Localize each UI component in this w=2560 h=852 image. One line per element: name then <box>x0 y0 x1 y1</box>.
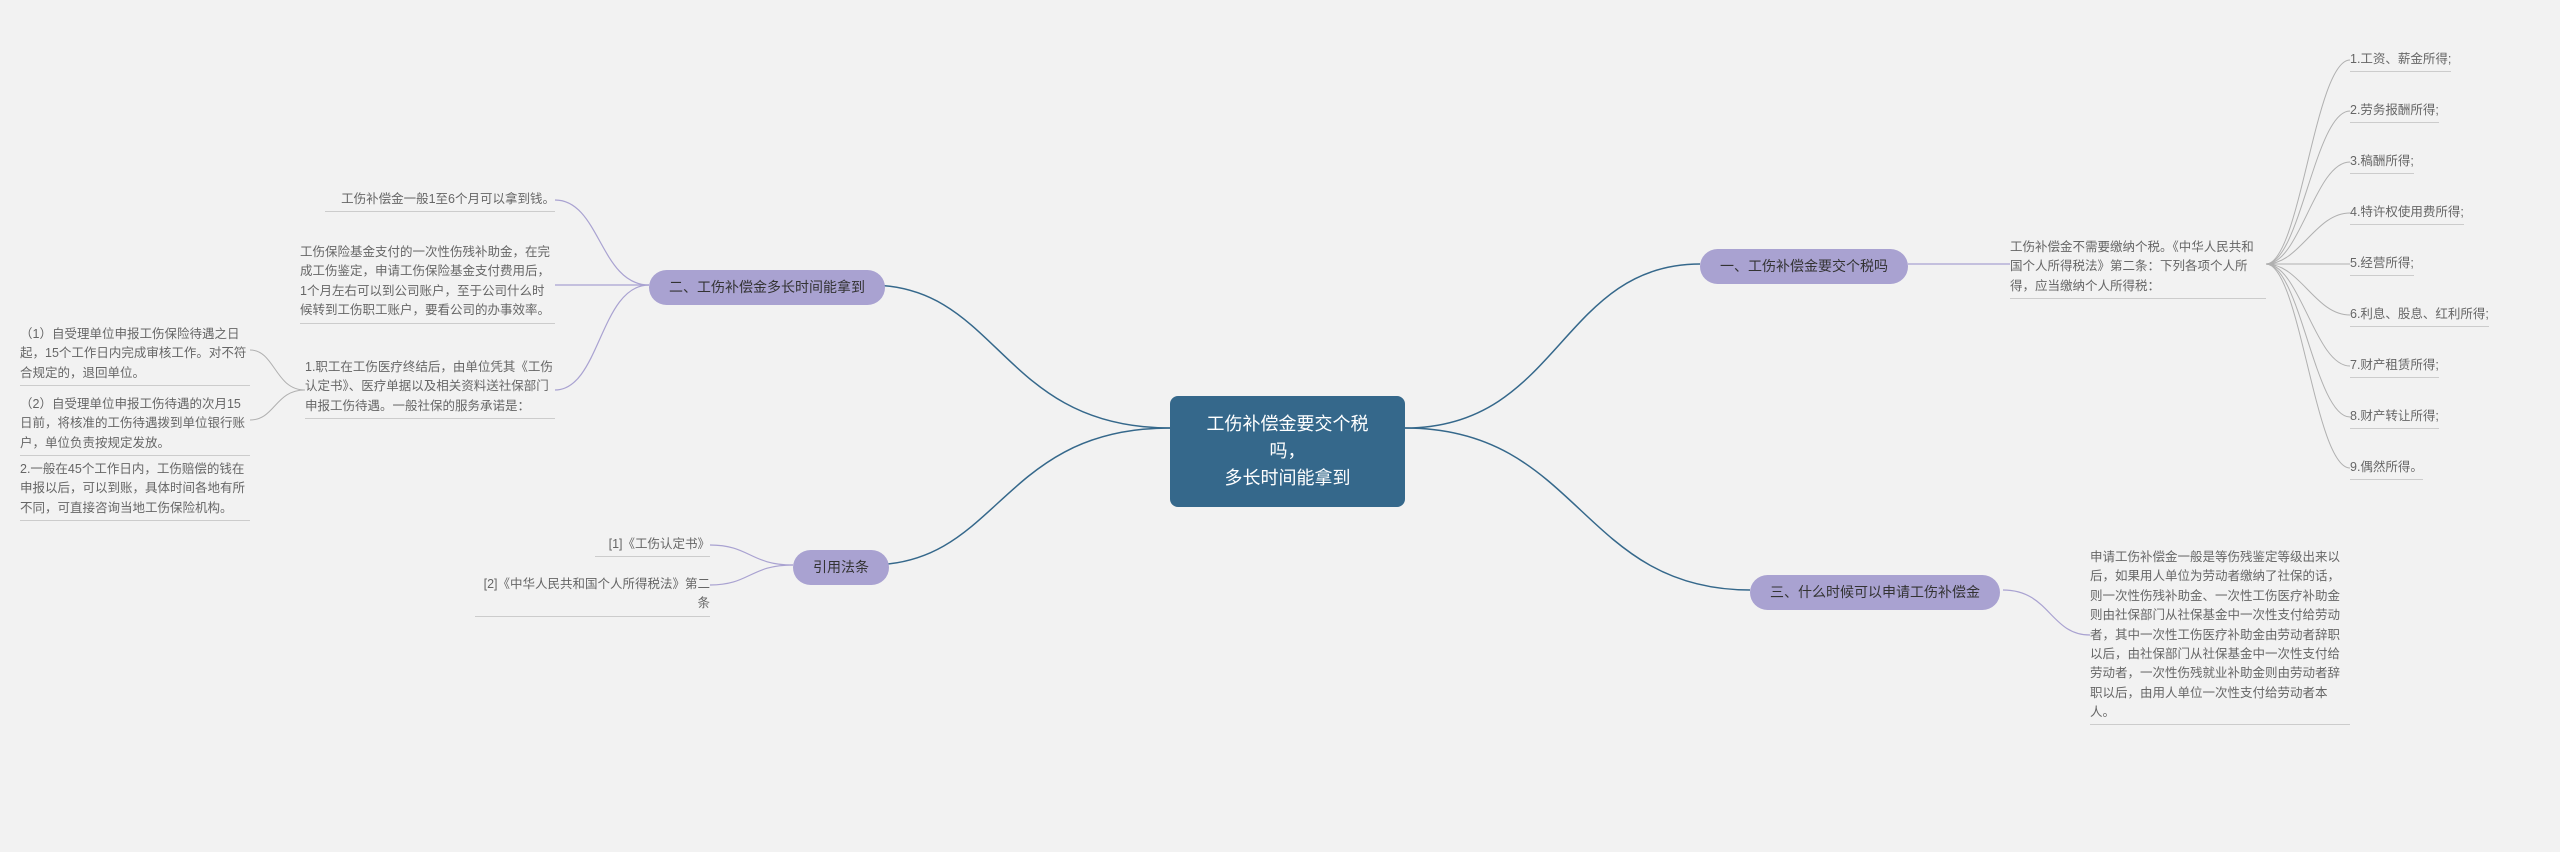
l1-b-node: 工伤保险基金支付的一次性伤残补助金，在完成工伤鉴定，申请工伤保险基金支付费用后，… <box>300 243 555 324</box>
l2-b-node: [2]《中华人民共和国个人所得税法》第二条 <box>475 575 710 617</box>
l2-b-text: [2]《中华人民共和国个人所得税法》第二条 <box>475 575 710 617</box>
root-title-line1: 工伤补偿金要交个税吗， <box>1195 411 1380 465</box>
l1-a-text: 工伤补偿金一般1至6个月可以拿到钱。 <box>325 190 555 212</box>
l1-c-2-node: （2）自受理单位申报工伤待遇的次月15日前，将核准的工伤待遇拨到单位银行账户，单… <box>20 395 250 456</box>
l1-b-text: 工伤保险基金支付的一次性伤残补助金，在完成工伤鉴定，申请工伤保险基金支付费用后，… <box>300 243 555 324</box>
r1-detail-node: 工伤补偿金不需要缴纳个税。《中华人民共和国个人所得税法》第二条：下列各项个人所得… <box>2010 238 2266 299</box>
r2-detail-node: 申请工伤补偿金一般是等伤残鉴定等级出来以后，如果用人单位为劳动者缴纳了社保的话，… <box>2090 548 2350 725</box>
branch-left-2-label: 引用法条 <box>813 559 869 575</box>
r1-item-3: 3.稿酬所得; <box>2350 152 2414 174</box>
l1-c-node: 1.职工在工伤医疗终结后，由单位凭其《工伤认定书》、医疗单据以及相关资料送社保部… <box>305 358 555 419</box>
l2-a-text: [1]《工伤认定书》 <box>595 535 710 557</box>
l1-a-node: 工伤补偿金一般1至6个月可以拿到钱。 <box>325 190 555 212</box>
r1-item-2: 2.劳务报酬所得; <box>2350 101 2439 123</box>
r1-detail-text: 工伤补偿金不需要缴纳个税。《中华人民共和国个人所得税法》第二条：下列各项个人所得… <box>2010 238 2266 299</box>
root-node[interactable]: 工伤补偿金要交个税吗， 多长时间能拿到 <box>1170 396 1405 507</box>
r1-item-1: 1.工资、薪金所得; <box>2350 50 2451 72</box>
branch-right-2-label: 三、什么时候可以申请工伤补偿金 <box>1770 584 1980 600</box>
r1-item-6: 6.利息、股息、红利所得; <box>2350 305 2489 327</box>
l1-c-text: 1.职工在工伤医疗终结后，由单位凭其《工伤认定书》、医疗单据以及相关资料送社保部… <box>305 358 555 419</box>
r1-item-7: 7.财产租赁所得; <box>2350 356 2439 378</box>
branch-right-1[interactable]: 一、工伤补偿金要交个税吗 <box>1700 249 1908 284</box>
r1-item-9: 9.偶然所得。 <box>2350 458 2423 480</box>
branch-left-1[interactable]: 二、工伤补偿金多长时间能拿到 <box>649 270 885 305</box>
l1-c-1-text: （1）自受理单位申报工伤保险待遇之日起，15个工作日内完成审核工作。对不符合规定… <box>20 325 250 386</box>
l1-c-1-node: （1）自受理单位申报工伤保险待遇之日起，15个工作日内完成审核工作。对不符合规定… <box>20 325 250 386</box>
branch-right-2[interactable]: 三、什么时候可以申请工伤补偿金 <box>1750 575 2000 610</box>
l1-d-text: 2.一般在45个工作日内，工伤赔偿的钱在申报以后，可以到账，具体时间各地有所不同… <box>20 460 250 521</box>
r1-item-5: 5.经营所得; <box>2350 254 2414 276</box>
branch-left-1-label: 二、工伤补偿金多长时间能拿到 <box>669 279 865 295</box>
r1-item-4: 4.特许权使用费所得; <box>2350 203 2464 225</box>
branch-left-2[interactable]: 引用法条 <box>793 550 889 585</box>
r1-item-8: 8.财产转让所得; <box>2350 407 2439 429</box>
root-title-line2: 多长时间能拿到 <box>1195 465 1380 492</box>
branch-right-1-label: 一、工伤补偿金要交个税吗 <box>1720 258 1888 274</box>
l1-d-node: 2.一般在45个工作日内，工伤赔偿的钱在申报以后，可以到账，具体时间各地有所不同… <box>20 460 250 521</box>
r2-detail-text: 申请工伤补偿金一般是等伤残鉴定等级出来以后，如果用人单位为劳动者缴纳了社保的话，… <box>2090 548 2350 725</box>
l2-a-node: [1]《工伤认定书》 <box>595 535 710 557</box>
l1-c-2-text: （2）自受理单位申报工伤待遇的次月15日前，将核准的工伤待遇拨到单位银行账户，单… <box>20 395 250 456</box>
